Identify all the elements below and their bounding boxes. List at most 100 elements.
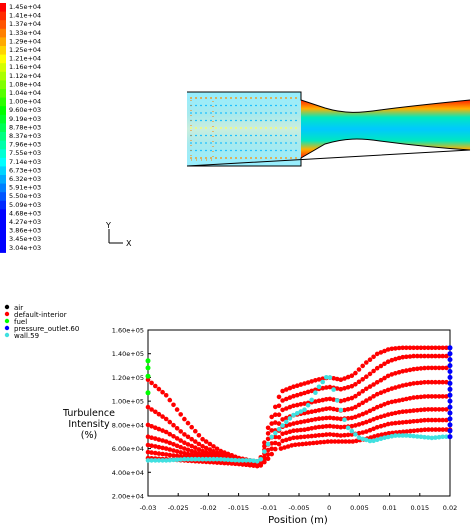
data-point-default-interior: [372, 434, 377, 439]
data-point-default-interior: [382, 389, 387, 394]
data-point-default-interior: [440, 427, 446, 432]
data-point-default-interior: [294, 402, 300, 408]
data-point-default-interior: [174, 436, 180, 441]
data-point-default-interior: [396, 420, 402, 426]
data-point-default-interior: [404, 396, 409, 402]
data-point-default-interior: [145, 449, 151, 455]
data-point-default-interior: [309, 433, 315, 439]
data-point-default-interior: [368, 435, 374, 440]
colorbar-label: 1.25e+04: [9, 46, 41, 54]
data-point-default-interior: [436, 394, 442, 399]
data-point-default-interior: [182, 432, 187, 437]
colorbar-swatch: [0, 183, 6, 193]
data-point-wall-59: [374, 437, 380, 443]
colorbar-label: 3.86e+03: [9, 227, 41, 235]
data-point-default-interior: [156, 437, 162, 442]
data-point-default-interior: [294, 383, 300, 389]
data-point-default-interior: [313, 378, 318, 383]
data-point-wall-59: [444, 434, 449, 440]
legend-marker: [4, 318, 10, 324]
data-point-default-interior: [171, 422, 176, 428]
data-point-default-interior: [396, 384, 402, 389]
data-point-default-interior: [229, 461, 234, 466]
data-point-default-interior: [371, 382, 376, 387]
x-tick-label: -0.03: [140, 504, 157, 512]
colorbar-swatch: [0, 97, 6, 107]
data-point-default-interior: [225, 461, 231, 466]
data-point-wall-59: [425, 435, 431, 440]
data-point-default-interior: [349, 383, 355, 389]
data-point-default-interior: [291, 384, 296, 390]
data-point-pressure-outlet-60: [447, 392, 453, 398]
data-point-default-interior: [156, 451, 162, 456]
data-point-wall-59: [353, 432, 358, 437]
data-point-default-interior: [364, 429, 369, 434]
data-point-default-interior: [360, 430, 366, 435]
data-point-default-interior: [393, 410, 398, 416]
data-point-default-interior: [331, 406, 336, 412]
data-point-default-interior: [163, 452, 169, 457]
data-point-default-interior: [316, 408, 322, 413]
data-point-default-interior: [327, 423, 333, 429]
data-point-default-interior: [393, 420, 398, 426]
data-point-default-interior: [331, 376, 336, 381]
data-point-default-interior: [211, 449, 216, 454]
data-point-default-interior: [345, 396, 351, 402]
data-point-wall-59: [324, 375, 329, 380]
colorbar-swatch: [0, 28, 6, 38]
data-point-pressure-outlet-60: [447, 369, 453, 374]
data-point-default-interior: [185, 451, 191, 457]
data-point-default-interior: [182, 416, 187, 422]
data-point-default-interior: [327, 396, 333, 402]
data-point-default-interior: [269, 451, 275, 457]
data-point-pressure-outlet-60: [447, 374, 453, 380]
data-point-default-interior: [182, 446, 187, 451]
data-point-default-interior: [404, 409, 409, 414]
data-point-default-interior: [444, 353, 449, 359]
data-point-default-interior: [393, 346, 398, 351]
colorbar-label: 7.14e+03: [9, 158, 41, 166]
data-point-default-interior: [425, 365, 431, 371]
data-point-default-interior: [289, 443, 295, 448]
data-point-wall-59: [218, 457, 224, 462]
data-point-default-interior: [276, 412, 282, 418]
data-point-default-interior: [284, 387, 289, 392]
colorbar-label: 5.91e+03: [9, 184, 41, 192]
data-point-default-interior: [178, 438, 183, 443]
data-point-default-interior: [400, 420, 406, 425]
data-point-default-interior: [393, 356, 398, 362]
data-point-default-interior: [291, 393, 296, 399]
data-point-default-interior: [296, 442, 302, 447]
data-point-default-interior: [320, 376, 326, 382]
data-point-wall-59: [393, 433, 398, 438]
data-point-default-interior: [386, 431, 392, 436]
nozzle-region: [301, 100, 470, 158]
data-point-wall-59: [189, 456, 194, 462]
data-point-wall-59: [313, 390, 318, 396]
data-point-default-interior: [294, 420, 300, 426]
data-point-wall-59: [334, 398, 340, 403]
data-point-default-interior: [415, 408, 420, 413]
data-point-default-interior: [336, 439, 341, 444]
data-point-default-interior: [327, 406, 333, 411]
colorbar-swatch: [0, 89, 6, 99]
colorbar-swatch: [0, 20, 6, 30]
data-point-default-interior: [360, 400, 366, 406]
colorbar-swatch: [0, 132, 6, 142]
colorbar-label: 1.08e+04: [9, 80, 41, 88]
data-point-default-interior: [400, 354, 406, 360]
data-point-default-interior: [163, 439, 169, 444]
data-point-default-interior: [436, 407, 442, 412]
legend-marker: [4, 325, 10, 331]
data-point-default-interior: [342, 407, 347, 413]
data-point-default-interior: [418, 407, 424, 413]
data-point-default-interior: [433, 394, 438, 399]
data-point-wall-59: [440, 434, 446, 440]
data-point-wall-59: [156, 458, 162, 463]
data-point-default-interior: [327, 432, 333, 437]
data-point-default-interior: [247, 462, 253, 468]
data-point-default-interior: [404, 345, 409, 351]
colorbar-swatch: [0, 106, 6, 116]
data-point-default-interior: [171, 453, 176, 458]
data-point-default-interior: [371, 417, 376, 422]
